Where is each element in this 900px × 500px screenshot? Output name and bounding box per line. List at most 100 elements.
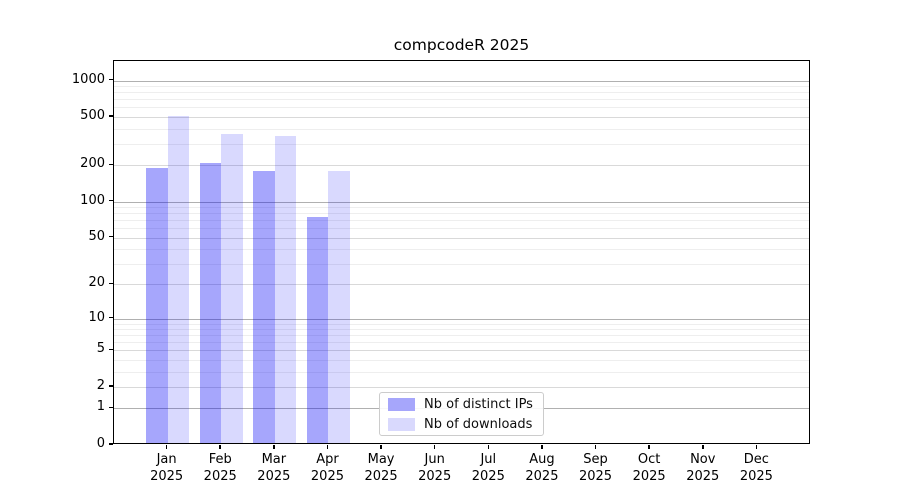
x-tick-month: May xyxy=(367,452,395,467)
x-tick-year: 2025 xyxy=(418,468,452,484)
y-tick-label: 0 xyxy=(96,436,105,451)
x-tick-mark xyxy=(755,444,758,449)
x-tick-label: Jan 2025 xyxy=(135,452,199,485)
x-tick-label: Apr 2025 xyxy=(295,452,359,485)
y-tick-mark xyxy=(108,115,113,117)
gridline-minor xyxy=(114,329,809,331)
bar-nb-of-downloads-feb xyxy=(221,134,243,443)
gridline-minor xyxy=(114,371,809,373)
x-tick-mark xyxy=(648,444,650,449)
y-tick-label: 50 xyxy=(88,228,105,244)
bar-nb-of-distinct-ips-apr xyxy=(306,217,329,443)
bar-nb-of-downloads-jan xyxy=(167,115,190,443)
plot-area xyxy=(113,60,810,444)
y-tick-label: 10 xyxy=(88,309,105,325)
gridline xyxy=(114,237,809,239)
legend: Nb of distinct IPs Nb of downloads xyxy=(379,392,544,436)
x-tick-mark xyxy=(594,444,597,449)
gridline-minor xyxy=(114,335,809,337)
y-tick-label: 2 xyxy=(96,378,105,394)
x-tick-year: 2025 xyxy=(203,468,237,484)
x-tick-year: 2025 xyxy=(150,468,184,484)
x-tick-month: Jun xyxy=(424,452,445,467)
bar-nb-of-downloads-mar xyxy=(274,136,297,443)
y-tick-label: 200 xyxy=(80,156,105,172)
x-tick-label: Dec 2025 xyxy=(724,452,788,485)
x-tick-label: Feb 2025 xyxy=(188,452,252,485)
y-tick-mark xyxy=(108,443,113,445)
gridline-minor xyxy=(114,342,809,344)
x-axis-tick-labels: Jan 2025 Feb 2025 Mar 2025 Apr 2025 May 2025 Jun 20… xyxy=(0,450,900,490)
gridline-minor xyxy=(114,249,809,251)
x-tick-year: 2025 xyxy=(632,468,666,484)
x-tick-month: Mar xyxy=(261,452,287,467)
gridline-major xyxy=(114,80,809,82)
y-tick-mark xyxy=(108,316,113,319)
chart-title: compcodeR 2025 xyxy=(393,36,530,54)
legend-swatch-downloads xyxy=(388,417,415,431)
x-tick-year: 2025 xyxy=(578,468,613,484)
legend-item-distinct-ips: Nb of distinct IPs xyxy=(388,396,543,412)
x-tick-mark xyxy=(433,444,436,449)
x-tick-label: Aug 2025 xyxy=(510,452,574,485)
y-tick-label: 5 xyxy=(96,341,105,357)
gridline xyxy=(114,117,809,119)
x-tick-label: May 2025 xyxy=(349,452,413,485)
x-tick-month: Nov xyxy=(690,452,716,467)
gridline xyxy=(114,387,809,389)
x-tick-label: Nov 2025 xyxy=(671,452,735,485)
x-tick-year: 2025 xyxy=(739,468,773,484)
gridline-minor xyxy=(114,86,809,88)
gridline-minor xyxy=(114,220,809,222)
y-tick-label: 1000 xyxy=(71,71,105,87)
x-tick-year: 2025 xyxy=(310,468,344,484)
gridline-minor xyxy=(114,323,809,325)
x-tick-mark xyxy=(273,444,275,449)
gridline-major xyxy=(114,318,809,320)
x-tick-mark xyxy=(541,444,543,449)
x-tick-mark xyxy=(165,444,168,449)
y-tick-mark xyxy=(108,282,113,285)
bar-nb-of-distinct-ips-feb xyxy=(199,163,222,443)
y-tick-label: 20 xyxy=(88,275,105,291)
y-tick-mark xyxy=(108,406,113,409)
x-tick-month: Sep xyxy=(583,452,608,467)
legend-item-downloads: Nb of downloads xyxy=(388,416,543,432)
gridline-minor xyxy=(114,143,809,145)
x-tick-mark xyxy=(380,444,382,449)
x-tick-label: Jul 2025 xyxy=(456,452,520,485)
gridline-minor xyxy=(114,92,809,94)
gridline-minor xyxy=(114,263,809,265)
x-tick-year: 2025 xyxy=(364,468,398,484)
y-tick-mark xyxy=(108,235,113,238)
bar-nb-of-distinct-ips-jan xyxy=(146,167,168,443)
y-tick-mark xyxy=(108,348,113,351)
y-tick-label: 1 xyxy=(96,399,105,415)
y-tick-mark xyxy=(108,385,113,387)
y-tick-mark xyxy=(108,163,113,165)
x-tick-mark xyxy=(487,444,490,449)
legend-label-distinct-ips: Nb of distinct IPs xyxy=(424,396,533,412)
legend-label-downloads: Nb of downloads xyxy=(424,416,533,432)
gridline-minor xyxy=(114,207,809,209)
gridline-minor xyxy=(114,107,809,109)
gridline-minor xyxy=(114,360,809,362)
gridline-major xyxy=(114,201,809,203)
x-tick-month: Oct xyxy=(637,452,661,467)
gridline xyxy=(114,165,809,167)
x-tick-mark xyxy=(219,444,221,449)
bar-nb-of-distinct-ips-mar xyxy=(253,171,275,443)
y-tick-mark xyxy=(108,199,113,202)
y-tick-label: 500 xyxy=(80,108,105,124)
y-axis-tick-labels: 0 1 2 5 10 20 50 100 200 500 1000 xyxy=(0,60,105,451)
gridline-minor xyxy=(114,228,809,230)
y-tick-mark xyxy=(108,78,113,81)
x-tick-label: Mar 2025 xyxy=(242,452,306,485)
x-tick-month: Jan xyxy=(156,452,177,467)
x-tick-month: Aug xyxy=(529,452,555,467)
gridline xyxy=(114,284,809,286)
x-tick-label: Oct 2025 xyxy=(617,452,681,485)
x-tick-label: Jun 2025 xyxy=(403,452,467,485)
x-tick-year: 2025 xyxy=(686,468,720,484)
gridline xyxy=(114,350,809,352)
